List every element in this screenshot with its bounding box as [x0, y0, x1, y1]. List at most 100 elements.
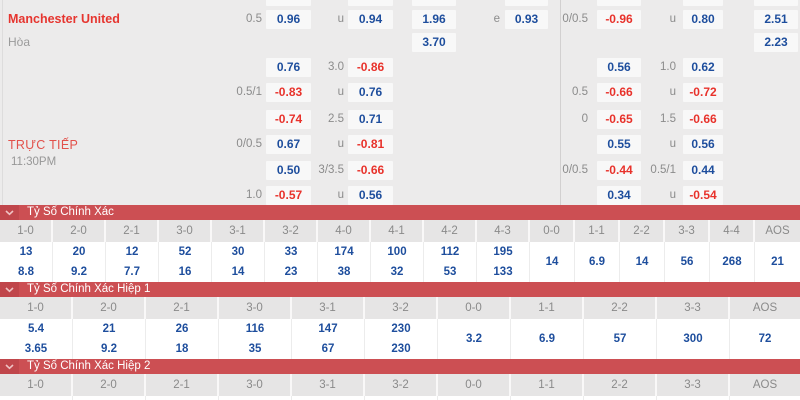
score-odds-cell[interactable]: 230 230 — [365, 319, 438, 359]
chevron-down-icon[interactable] — [0, 205, 19, 220]
score-odds-value[interactable]: 35 — [248, 343, 262, 355]
score-odds-value[interactable]: 9.2 — [71, 266, 87, 278]
score-odds-cell[interactable]: 12 7.7 — [106, 242, 159, 282]
score-odds-value[interactable]: 6.9 — [589, 256, 605, 268]
odds-value-button[interactable]: -0.86 — [348, 58, 393, 77]
odds-value-button[interactable]: 0.44 — [683, 161, 723, 180]
score-odds-value[interactable]: 6.9 — [539, 333, 555, 345]
score-odds-value[interactable]: 3.65 — [24, 343, 48, 355]
score-odds-value[interactable]: 14 — [545, 256, 559, 268]
score-odds-cell[interactable]: 116 35 — [219, 319, 292, 359]
score-odds-value[interactable]: 33 — [284, 246, 298, 258]
score-odds-value[interactable]: 14 — [635, 256, 649, 268]
odds-value-button[interactable]: -0.66 — [597, 83, 641, 102]
score-odds-value[interactable]: 300 — [683, 333, 703, 345]
odds-value-button[interactable]: 0.67 — [266, 135, 311, 154]
chevron-down-icon[interactable] — [0, 359, 19, 374]
odds-value-button[interactable]: -0.74 — [266, 110, 311, 129]
score-odds-value[interactable]: 30 — [231, 246, 245, 258]
score-odds-cell[interactable]: 195 133 — [477, 242, 530, 282]
section-header-2[interactable]: Tỷ Số Chính Xác Hiệp 2 — [0, 359, 800, 374]
odds-value-button[interactable]: 2.23 — [754, 33, 798, 52]
score-odds-value[interactable]: 38 — [337, 266, 351, 278]
score-odds-value[interactable]: 133 — [493, 266, 513, 278]
score-odds-value[interactable]: 67 — [321, 343, 335, 355]
score-odds-value[interactable]: 21 — [102, 323, 116, 335]
odds-value-button[interactable]: -0.83 — [266, 83, 311, 102]
score-odds-cell[interactable]: 57 — [584, 319, 657, 359]
score-odds-value[interactable]: 14 — [231, 266, 245, 278]
score-odds-cell[interactable]: 21 9.2 — [73, 319, 146, 359]
score-odds-cell[interactable]: 5.4 3.65 — [0, 319, 73, 359]
odds-value-button[interactable]: -0.66 — [348, 161, 393, 180]
score-odds-value[interactable]: 57 — [613, 333, 627, 345]
score-odds-value[interactable]: 268 — [722, 256, 742, 268]
score-odds-cell[interactable]: 33 23 — [265, 242, 318, 282]
score-odds-value[interactable]: 12 — [125, 246, 139, 258]
odds-value-button[interactable]: -0.44 — [597, 161, 641, 180]
score-odds-cell[interactable]: 72 — [730, 319, 800, 359]
odds-value-button[interactable]: 1.96 — [412, 10, 456, 29]
score-odds-cell[interactable]: 56 — [665, 242, 710, 282]
score-odds-cell[interactable]: 112 53 — [424, 242, 477, 282]
score-odds-value[interactable]: 52 — [178, 246, 192, 258]
odds-value-button[interactable]: 0.71 — [348, 110, 393, 129]
score-odds-cell[interactable]: 14 — [620, 242, 665, 282]
odds-value-button[interactable]: 0.80 — [683, 10, 723, 29]
score-odds-value[interactable]: 116 — [245, 323, 265, 335]
score-odds-cell[interactable]: 3.2 — [438, 319, 511, 359]
odds-value-button[interactable]: 0.62 — [683, 58, 723, 77]
odds-value-button[interactable]: 3.70 — [412, 33, 456, 52]
score-odds-cell[interactable]: 268 — [710, 242, 755, 282]
score-odds-cell[interactable]: 6.9 — [511, 319, 584, 359]
chevron-down-icon[interactable] — [0, 282, 19, 297]
score-odds-value[interactable]: 23 — [284, 266, 298, 278]
odds-value-button[interactable]: 0.50 — [266, 161, 311, 180]
odds-value-button[interactable]: -0.72 — [683, 83, 723, 102]
score-odds-value[interactable]: 26 — [175, 323, 189, 335]
score-odds-value[interactable]: 100 — [387, 246, 407, 258]
score-odds-value[interactable]: 8.8 — [18, 266, 34, 278]
score-odds-value[interactable]: 3.2 — [466, 333, 482, 345]
odds-value-button[interactable]: -0.96 — [597, 10, 641, 29]
score-odds-cell[interactable]: 174 38 — [318, 242, 371, 282]
score-odds-cell[interactable]: 52 16 — [159, 242, 212, 282]
odds-value-button[interactable]: -0.57 — [266, 186, 311, 205]
section-header-1[interactable]: Tỷ Số Chính Xác Hiệp 1 — [0, 282, 800, 297]
score-odds-value[interactable]: 18 — [175, 343, 189, 355]
score-odds-cell[interactable]: 26 18 — [146, 319, 219, 359]
score-odds-value[interactable]: 72 — [758, 333, 772, 345]
score-odds-cell[interactable]: 13 8.8 — [0, 242, 53, 282]
score-odds-value[interactable]: 53 — [443, 266, 457, 278]
odds-value-button[interactable]: 0.34 — [597, 186, 641, 205]
score-odds-value[interactable]: 230 — [391, 323, 411, 335]
score-odds-cell[interactable]: 6.9 — [575, 242, 620, 282]
odds-value-button[interactable]: -0.81 — [348, 135, 393, 154]
odds-value-button[interactable]: 0.76 — [266, 58, 311, 77]
score-odds-value[interactable]: 7.7 — [124, 266, 140, 278]
score-odds-value[interactable]: 13 — [19, 246, 33, 258]
section-header-0[interactable]: Tỷ Số Chính Xác — [0, 205, 800, 220]
odds-value-button[interactable]: 0.94 — [348, 10, 393, 29]
score-odds-value[interactable]: 174 — [334, 246, 354, 258]
score-odds-value[interactable]: 195 — [493, 246, 513, 258]
odds-value-button[interactable]: 0.56 — [683, 135, 723, 154]
score-odds-cell[interactable]: 100 32 — [371, 242, 424, 282]
score-odds-value[interactable]: 32 — [390, 266, 404, 278]
odds-value-button[interactable]: 2.51 — [754, 10, 798, 29]
odds-value-button[interactable]: 0.76 — [348, 83, 393, 102]
odds-value-button[interactable]: -0.66 — [683, 110, 723, 129]
odds-value-button[interactable]: 0.56 — [348, 186, 393, 205]
odds-value-button[interactable]: 0.55 — [597, 135, 641, 154]
score-odds-value[interactable]: 20 — [72, 246, 86, 258]
score-odds-cell[interactable]: 14 — [530, 242, 575, 282]
score-odds-cell[interactable]: 147 67 — [292, 319, 365, 359]
score-odds-value[interactable]: 5.4 — [28, 323, 44, 335]
score-odds-value[interactable]: 16 — [178, 266, 192, 278]
score-odds-cell[interactable]: 300 — [657, 319, 730, 359]
score-odds-cell[interactable]: 30 14 — [212, 242, 265, 282]
score-odds-value[interactable]: 56 — [680, 256, 694, 268]
score-odds-value[interactable]: 230 — [391, 343, 411, 355]
odds-value-button[interactable]: 0.96 — [266, 10, 311, 29]
score-odds-value[interactable]: 21 — [771, 256, 784, 268]
